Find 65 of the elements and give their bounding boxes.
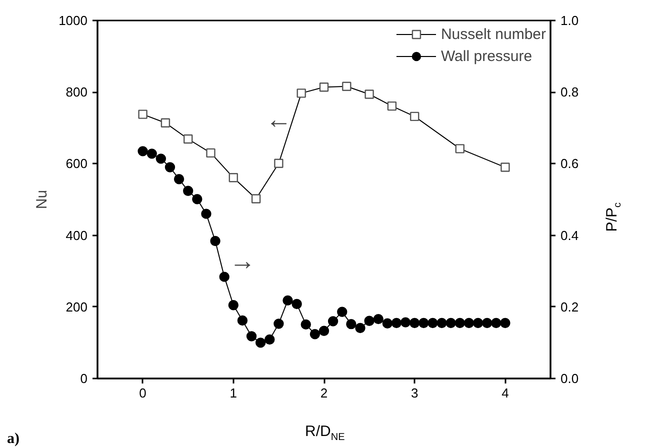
point <box>373 314 384 324</box>
y-tick-label: 1000 <box>58 13 88 28</box>
y2-tick-label: 0.0 <box>560 371 579 386</box>
point <box>146 148 157 159</box>
point <box>264 334 275 345</box>
x-tick-label: 3 <box>410 386 418 400</box>
y2-tick-label: 0.4 <box>560 228 579 243</box>
point <box>328 316 338 326</box>
y-axis-title: Nu <box>34 190 51 210</box>
text: a) <box>7 430 20 448</box>
point <box>346 318 356 330</box>
point <box>382 318 393 328</box>
x-tick-label: 1 <box>230 386 238 400</box>
point <box>472 318 484 328</box>
point <box>464 318 474 328</box>
point <box>237 315 248 326</box>
y-tick-label: 200 <box>66 299 88 314</box>
point <box>282 295 293 306</box>
point <box>156 154 166 164</box>
point <box>246 331 257 342</box>
legend-label: Wall pressure <box>440 48 532 64</box>
point <box>138 146 148 156</box>
point <box>337 306 348 318</box>
point <box>292 298 302 310</box>
point <box>210 236 220 246</box>
x-tick-label: 4 <box>502 386 509 400</box>
point <box>300 319 311 330</box>
point <box>436 318 447 328</box>
point <box>446 318 456 328</box>
point <box>491 318 502 328</box>
point <box>364 316 374 326</box>
point <box>164 162 176 172</box>
point <box>410 318 420 328</box>
y-tick-label: 600 <box>66 156 88 172</box>
y2-tick-label: 0.6 <box>560 156 579 172</box>
x-axis-title: R/D$_{NE}$ <box>305 422 345 445</box>
annotation: ← <box>266 104 292 134</box>
point <box>219 272 230 282</box>
x-tick-label: 2 <box>320 386 328 400</box>
point <box>482 318 492 328</box>
y-tick-label: 800 <box>66 84 88 100</box>
point <box>310 329 320 340</box>
y-tick-label: 400 <box>66 228 88 243</box>
point <box>192 194 202 204</box>
point <box>418 318 429 328</box>
point <box>228 300 238 310</box>
point <box>201 208 212 219</box>
point <box>500 318 510 328</box>
y2-tick-label: 0.8 <box>560 84 579 100</box>
legend-label: Nusselt number <box>440 26 546 42</box>
point <box>355 322 366 334</box>
y2-tick-label: 0.2 <box>560 299 579 314</box>
point <box>391 318 402 328</box>
y2-tick-label: 1.0 <box>560 13 579 28</box>
point <box>183 186 194 196</box>
point <box>454 318 465 328</box>
point <box>174 174 184 184</box>
annotation: → <box>229 245 256 276</box>
point <box>255 338 266 348</box>
point <box>400 317 411 328</box>
point <box>274 318 284 329</box>
point <box>428 318 438 328</box>
x-tick-label: 0 <box>139 386 146 400</box>
y-tick-label: 0 <box>80 371 88 386</box>
point <box>318 326 330 336</box>
